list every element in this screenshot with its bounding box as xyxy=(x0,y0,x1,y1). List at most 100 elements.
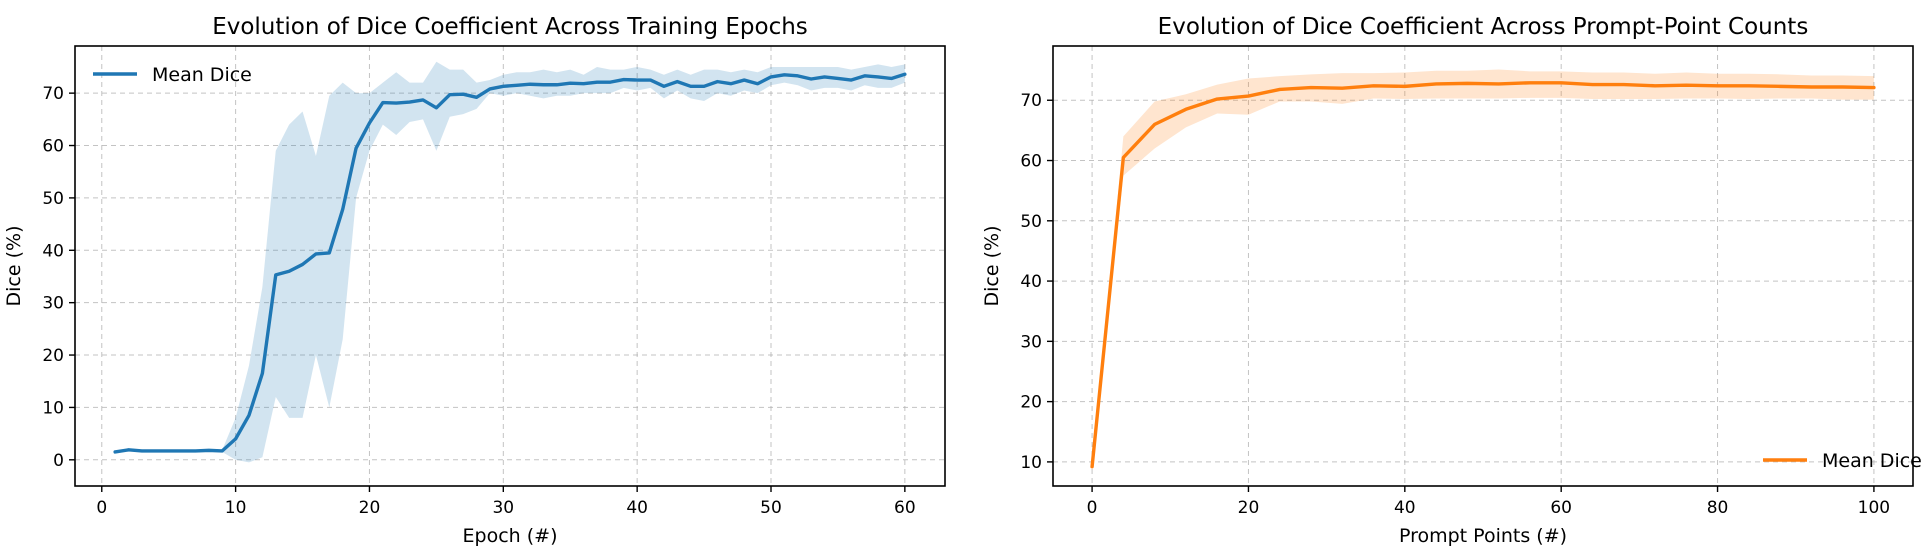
left-data-point xyxy=(207,448,211,452)
left-xtick-label: 10 xyxy=(225,498,247,518)
left-data-point xyxy=(340,207,344,211)
left-data-point xyxy=(849,78,853,82)
left-ytick-label: 0 xyxy=(53,451,64,471)
right-data-point xyxy=(1684,83,1688,87)
left-ytick-label: 10 xyxy=(42,398,64,418)
left-data-point xyxy=(501,84,505,88)
left-ytick-label: 50 xyxy=(42,189,64,209)
left-data-point xyxy=(555,83,559,87)
right-std-band xyxy=(1092,69,1874,467)
right-data-point xyxy=(1121,155,1125,159)
left-data-point xyxy=(113,450,117,454)
left-axes-frame xyxy=(74,45,946,487)
left-data-point xyxy=(474,95,478,99)
left-data-point xyxy=(274,273,278,277)
left-y-axis-label: Dice (%) xyxy=(3,226,25,307)
left-data-point xyxy=(688,84,692,88)
left-data-point xyxy=(327,251,331,255)
right-data-point xyxy=(1872,85,1876,89)
left-ytick-label: 30 xyxy=(42,294,64,314)
left-data-point xyxy=(247,413,251,417)
left-ytick-label: 60 xyxy=(42,137,64,157)
right-data-point xyxy=(1090,465,1094,469)
left-data-point xyxy=(581,82,585,86)
right-data-point xyxy=(1559,81,1563,85)
right-ytick-label: 40 xyxy=(1020,272,1042,292)
right-ytick-label: 70 xyxy=(1020,91,1042,111)
right-data-point xyxy=(1278,87,1282,91)
left-data-point xyxy=(729,82,733,86)
left-series-line-0 xyxy=(113,72,907,454)
right-data-point xyxy=(1528,81,1532,85)
left-xtick-label: 60 xyxy=(894,498,916,518)
left-data-point xyxy=(180,449,184,453)
left-data-point xyxy=(836,76,840,80)
left-data-point xyxy=(300,262,304,266)
right-ytick-label: 10 xyxy=(1020,453,1042,473)
right-xtick-label: 60 xyxy=(1550,498,1572,518)
right-chart-title: Evolution of Dice Coefficient Across Pro… xyxy=(1158,14,1809,40)
left-data-point xyxy=(595,80,599,84)
right-ytick-label: 30 xyxy=(1020,332,1042,352)
left-data-point xyxy=(635,78,639,82)
left-ytick-label: 40 xyxy=(42,241,64,261)
left-data-point xyxy=(876,75,880,79)
left-data-point xyxy=(381,100,385,104)
left-xtick-label: 50 xyxy=(760,498,782,518)
left-data-point xyxy=(421,98,425,102)
right-data-point xyxy=(1184,107,1188,111)
left-data-point xyxy=(233,437,237,441)
left-data-point xyxy=(166,449,170,453)
right-data-point xyxy=(1809,85,1813,89)
left-data-point xyxy=(782,73,786,77)
left-data-point xyxy=(126,448,130,452)
right-ytick-label: 60 xyxy=(1020,152,1042,172)
left-data-point xyxy=(742,78,746,82)
left-data-point xyxy=(314,252,318,256)
right-data-point xyxy=(1496,82,1500,86)
right-axes-frame xyxy=(1052,45,1914,487)
right-data-point xyxy=(1340,86,1344,90)
left-data-point xyxy=(434,106,438,110)
left-legend: Mean Dice xyxy=(93,64,252,86)
right-data-point xyxy=(1622,82,1626,86)
right-y-axis-label: Dice (%) xyxy=(981,226,1003,307)
left-data-point xyxy=(153,449,157,453)
left-data-point xyxy=(260,371,264,375)
left-xtick-label: 20 xyxy=(359,498,381,518)
left-legend-label: Mean Dice xyxy=(152,64,252,86)
left-chart: 0 10 20 30 40 50 60 0 10 20 30 40 50 60 70 Evolution of… xyxy=(3,14,946,547)
right-ytick-label: 20 xyxy=(1020,393,1042,413)
left-data-point xyxy=(648,78,652,82)
left-data-point xyxy=(622,77,626,81)
left-data-point xyxy=(675,79,679,83)
left-data-point xyxy=(407,100,411,104)
right-xtick-label: 20 xyxy=(1238,498,1260,518)
left-data-point xyxy=(541,83,545,87)
left-data-point xyxy=(809,77,813,81)
left-ytick-label: 20 xyxy=(42,346,64,366)
right-data-point xyxy=(1840,85,1844,89)
left-data-point xyxy=(608,80,612,84)
left-data-point xyxy=(822,75,826,79)
left-ytick-label: 70 xyxy=(42,84,64,104)
right-data-point xyxy=(1246,94,1250,98)
right-data-point xyxy=(1778,84,1782,88)
left-data-point xyxy=(903,72,907,76)
left-data-point xyxy=(769,75,773,79)
right-data-point xyxy=(1747,84,1751,88)
left-data-point xyxy=(367,121,371,125)
right-data-point xyxy=(1434,82,1438,86)
right-data-point xyxy=(1653,84,1657,88)
left-data-point xyxy=(488,87,492,91)
left-data-point xyxy=(193,449,197,453)
right-xtick-label: 100 xyxy=(1858,498,1890,518)
left-data-point xyxy=(528,82,532,86)
left-data-point xyxy=(461,92,465,96)
left-xtick-label: 0 xyxy=(96,498,107,518)
left-data-point xyxy=(448,93,452,97)
right-data-point xyxy=(1715,84,1719,88)
left-data-point xyxy=(755,82,759,86)
left-data-point xyxy=(715,79,719,83)
